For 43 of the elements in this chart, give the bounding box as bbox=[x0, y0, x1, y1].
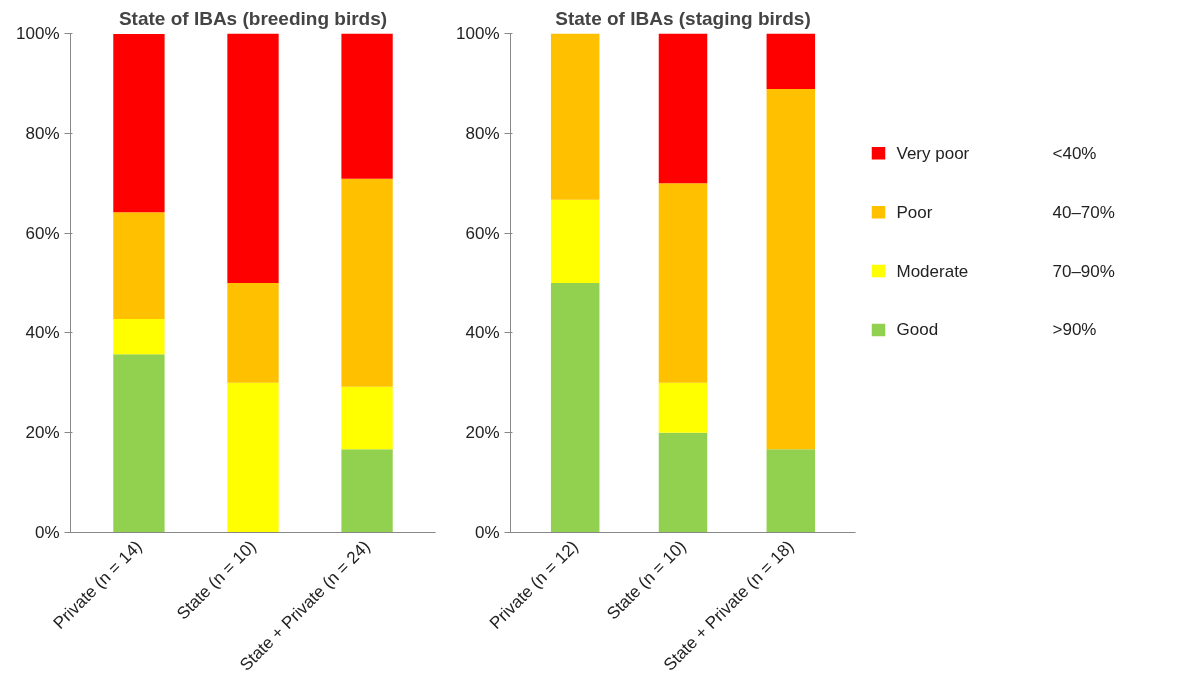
text: 40–70% bbox=[1052, 202, 1115, 222]
bar bbox=[658, 432, 708, 533]
bar bbox=[341, 386, 393, 450]
y-tick-label: 100% bbox=[16, 24, 60, 43]
bar bbox=[341, 178, 393, 387]
legend-label: Very poor bbox=[896, 143, 970, 163]
y-tick-label: 0% bbox=[474, 523, 500, 542]
bar bbox=[341, 449, 393, 533]
chart-title: State of IBAs (breeding birds) bbox=[118, 7, 388, 29]
y-tick-label: 20% bbox=[465, 423, 500, 443]
bar bbox=[113, 318, 165, 355]
text: >90% bbox=[1052, 320, 1097, 340]
bar bbox=[550, 199, 600, 283]
y-tick-label: 80% bbox=[25, 123, 60, 143]
bar bbox=[766, 33, 816, 89]
text: 70–90% bbox=[1052, 261, 1115, 281]
y-tick-label: 0% bbox=[34, 523, 60, 542]
legend-label: Moderate bbox=[896, 261, 969, 281]
bar bbox=[766, 449, 816, 533]
text: <40% bbox=[1052, 143, 1097, 163]
bar bbox=[658, 33, 708, 184]
bar bbox=[550, 283, 600, 533]
y-tick-label: 80% bbox=[465, 123, 500, 143]
bar bbox=[766, 88, 816, 450]
bar bbox=[113, 34, 165, 213]
bar bbox=[227, 382, 279, 533]
bar bbox=[113, 354, 165, 533]
y-tick-label: 60% bbox=[25, 223, 60, 243]
bar bbox=[227, 283, 279, 383]
bar bbox=[550, 33, 600, 200]
y-tick-label: 60% bbox=[465, 223, 500, 243]
y-tick-label: 100% bbox=[456, 24, 500, 43]
bar bbox=[113, 212, 165, 319]
y-tick-label: 40% bbox=[465, 323, 500, 343]
y-tick-label: 20% bbox=[25, 423, 60, 443]
chart-title: State of IBAs (staging birds) bbox=[555, 7, 811, 29]
legend-label: Good bbox=[896, 320, 939, 340]
bar bbox=[341, 33, 393, 179]
bar bbox=[658, 382, 708, 433]
y-tick-label: 40% bbox=[25, 323, 60, 343]
legend-label: Poor bbox=[896, 202, 933, 222]
bar bbox=[227, 33, 279, 283]
bar bbox=[658, 183, 708, 383]
